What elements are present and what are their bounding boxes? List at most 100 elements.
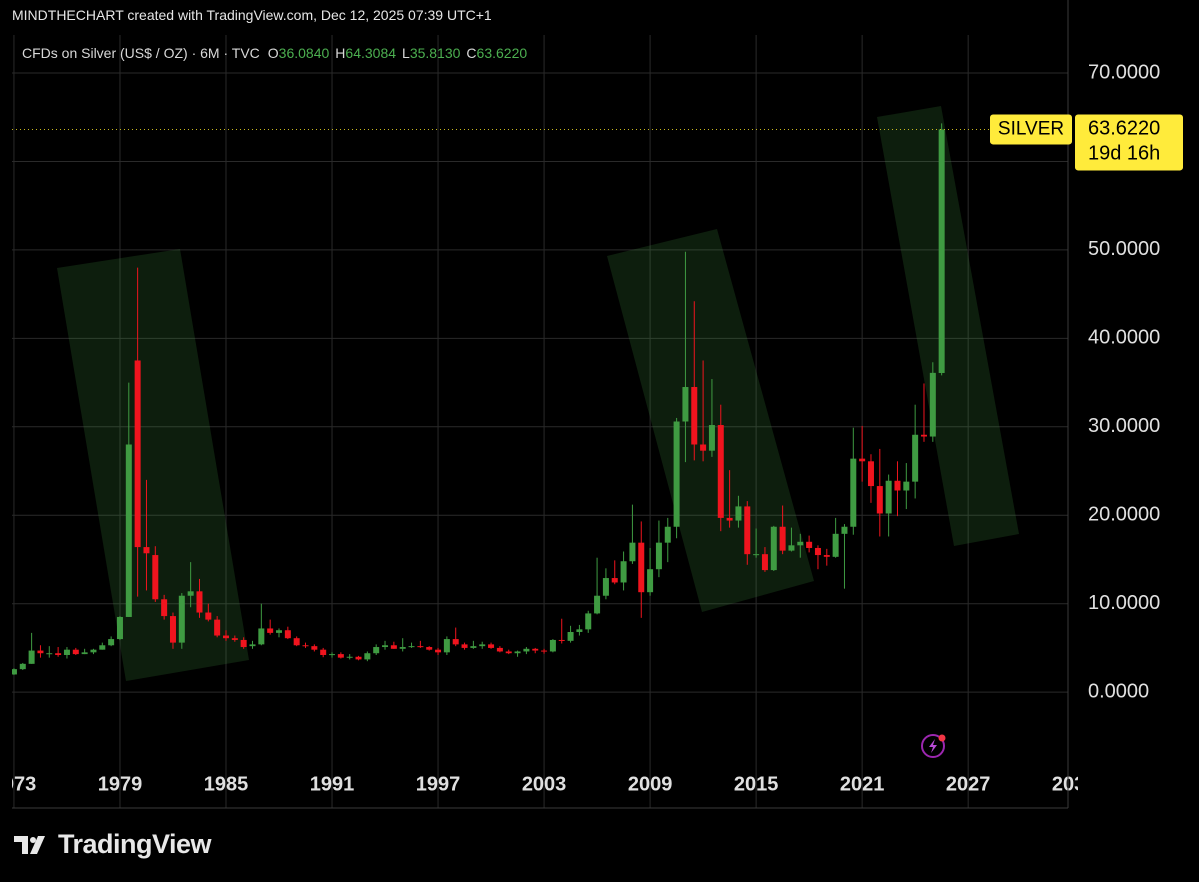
candle-body: [841, 526, 848, 534]
logo-mark: [30, 837, 36, 843]
candle-body: [19, 663, 26, 670]
legend-title: CFDs on Silver (US$ / OZ) · 6M · TVC: [22, 45, 260, 61]
candle-body: [293, 638, 300, 646]
candle-body: [885, 480, 892, 514]
candle-body: [620, 561, 627, 583]
candle-body: [417, 646, 424, 648]
candle-body: [505, 651, 512, 654]
candle-body: [929, 372, 936, 437]
candle-body: [240, 639, 247, 648]
candle-body: [452, 639, 459, 645]
candle-body: [320, 649, 327, 655]
candle-body: [196, 591, 203, 613]
candle-body: [673, 421, 680, 527]
candle-body: [797, 541, 804, 546]
candle-body: [514, 651, 521, 654]
candle-body: [655, 542, 662, 570]
countdown: 19d 16h: [1088, 143, 1160, 165]
alert-icon[interactable]: [921, 734, 946, 758]
candle-body: [408, 646, 415, 648]
candle-body: [903, 481, 910, 491]
candle-body: [72, 649, 79, 655]
candle-body: [276, 630, 283, 633]
candle-body: [426, 647, 433, 650]
candle-body: [479, 644, 486, 647]
candle-body: [443, 639, 450, 653]
candle-body: [700, 444, 707, 451]
x-tick-label: 2003: [522, 773, 567, 795]
candle-body: [169, 616, 176, 643]
ohlc-legend: CFDs on Silver (US$ / OZ) · 6M · TVC O36.…: [22, 45, 533, 61]
candle-body: [708, 425, 715, 451]
logo-mark: [30, 836, 45, 854]
candle-body: [390, 645, 397, 649]
x-tick-label: 2015: [734, 773, 779, 795]
candle-body: [63, 649, 70, 655]
candle-body: [205, 612, 212, 620]
candle-body: [364, 653, 371, 660]
candle-body: [222, 635, 229, 639]
candle-body: [549, 639, 556, 652]
candle-body: [55, 653, 62, 655]
candle-body: [373, 647, 380, 654]
candle-body: [435, 649, 442, 653]
y-tick-label: 30.0000: [1088, 415, 1160, 437]
x-tick-label: 1997: [416, 773, 461, 795]
candle-body: [134, 360, 141, 548]
candle-body: [850, 458, 857, 527]
candle-body: [355, 656, 362, 660]
candle-body: [585, 613, 592, 630]
legend-value: 64.3084: [345, 45, 397, 61]
icon-bolt: [929, 739, 937, 753]
candle-body: [859, 458, 866, 462]
candle-body: [761, 554, 768, 571]
candles: [12, 123, 1068, 675]
legend-key: H: [335, 45, 346, 61]
candle-body: [488, 644, 495, 648]
logo: [14, 836, 45, 854]
candle-body: [806, 541, 813, 548]
candle-body: [496, 647, 503, 652]
x-tick-label: 1985: [204, 773, 249, 795]
candle-body: [461, 644, 468, 648]
candle-body: [867, 461, 874, 487]
x-tick-label: 2021: [840, 773, 885, 795]
candle-body: [682, 387, 689, 422]
footer: TradingView: [58, 829, 212, 859]
attribution: MINDTHECHART created with TradingView.co…: [12, 7, 492, 23]
icon-dot: [938, 734, 946, 742]
legend-value: 35.8130: [409, 45, 461, 61]
candle-body: [664, 526, 671, 543]
candle-body: [567, 631, 574, 641]
candle-body: [894, 480, 901, 491]
zone: [607, 229, 814, 612]
x-tick-label: 1973: [0, 773, 36, 795]
candle-body: [629, 542, 636, 562]
candle-body: [735, 506, 742, 521]
candle-body: [532, 648, 539, 651]
candle-body: [744, 506, 751, 555]
zone: [877, 106, 1019, 546]
candle-body: [399, 647, 406, 649]
candle-body: [329, 654, 336, 656]
candle-body: [46, 653, 53, 655]
candle-body: [920, 434, 927, 437]
x-tick-label: 2033: [1052, 773, 1097, 795]
x-tick-label: 1979: [98, 773, 143, 795]
symbol-name: SILVER: [998, 118, 1064, 139]
y-tick-label: 70.0000: [1088, 61, 1160, 83]
legend-key: O: [267, 45, 279, 61]
candle-body: [12, 669, 17, 675]
candle-body: [938, 129, 945, 373]
candle-body: [876, 486, 883, 514]
candle-body: [523, 648, 530, 652]
candle-body: [231, 638, 238, 640]
candle-body: [602, 578, 609, 596]
candle-body: [832, 533, 839, 557]
highlight-zones: [57, 106, 1019, 681]
candle-body: [382, 645, 389, 648]
price-value: 63.6220: [1088, 118, 1160, 140]
candle-body: [187, 591, 194, 596]
